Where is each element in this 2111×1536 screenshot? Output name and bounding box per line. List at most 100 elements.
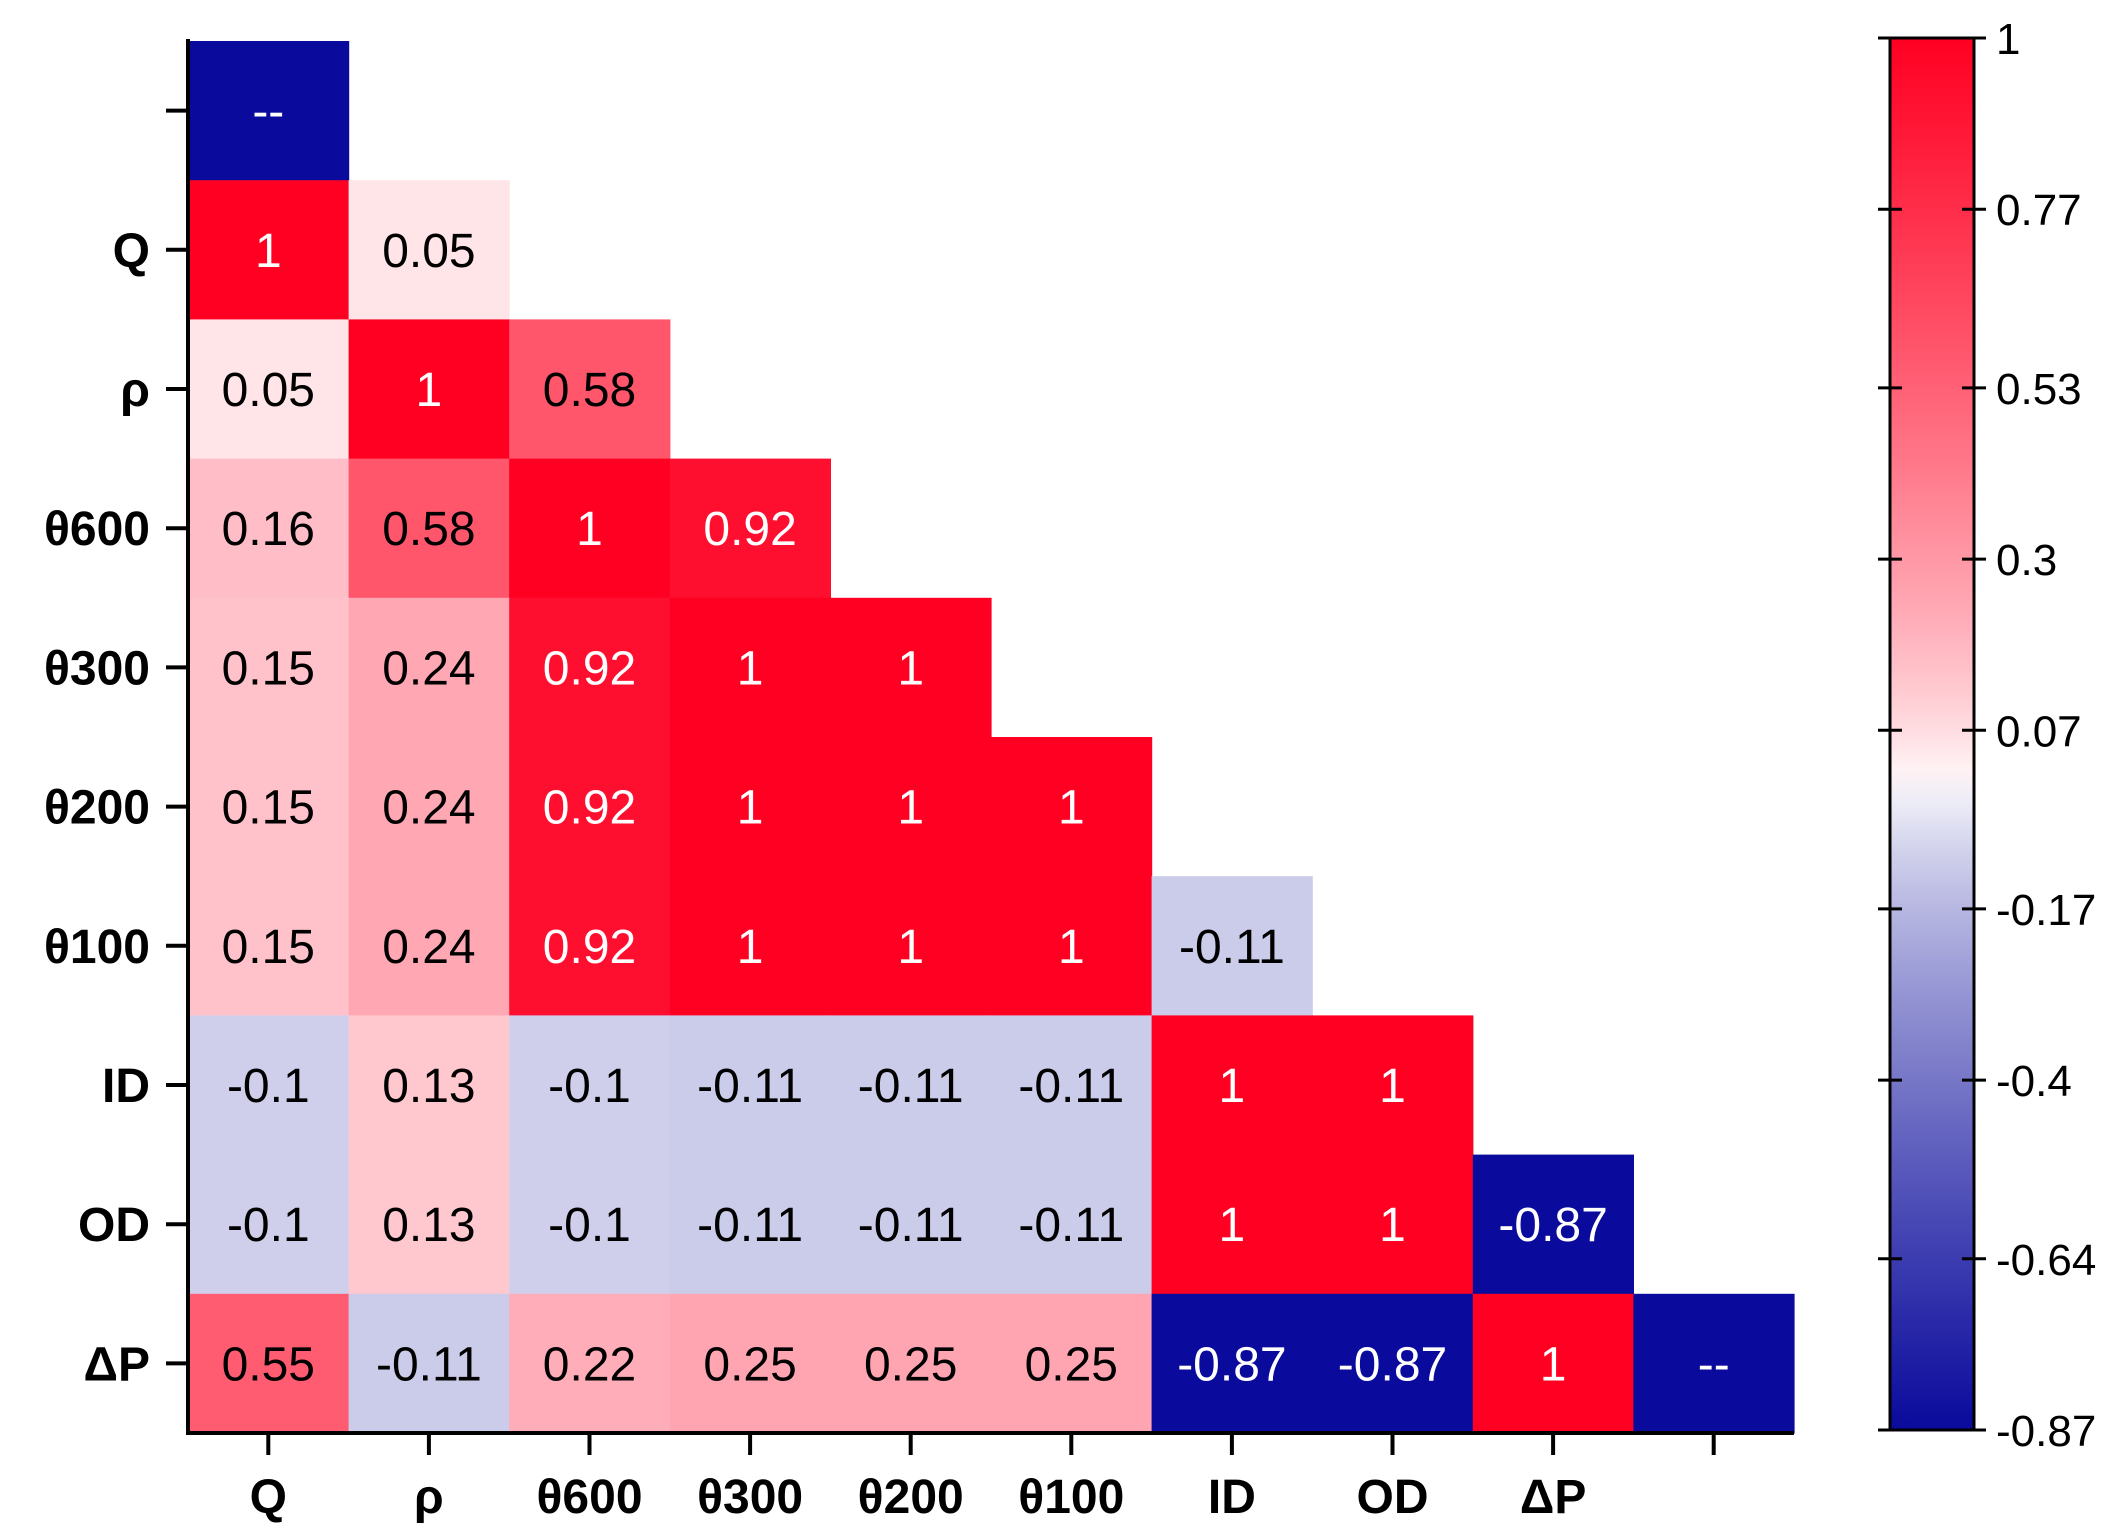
cell-value-label: 1 — [897, 642, 924, 695]
colorbar-tick-label: -0.87 — [1996, 1407, 2096, 1456]
column-label: ΔP — [1520, 1471, 1587, 1524]
heatmap-cell — [348, 180, 510, 320]
colorbar-tick-label: 1 — [1996, 15, 2020, 64]
heatmap-cell — [188, 1154, 350, 1295]
cell-value-label: 1 — [737, 921, 764, 974]
heatmap-cell — [348, 1154, 510, 1295]
cell-value-label: 0.15 — [222, 782, 315, 835]
heatmap-cell — [830, 1015, 992, 1156]
cell-value-label: 0.22 — [543, 1338, 636, 1391]
column-label: θ200 — [858, 1471, 964, 1524]
heatmap-cell — [188, 180, 350, 320]
cell-value-label: -0.11 — [1018, 1060, 1124, 1113]
heatmap-cell — [1312, 1154, 1474, 1295]
cell-value-label: -0.11 — [376, 1338, 482, 1391]
heatmap-cell — [1151, 876, 1313, 1016]
cell-value-label: 0.25 — [1025, 1338, 1118, 1391]
cell-value-label: -0.1 — [548, 1060, 631, 1113]
axes — [186, 39, 1794, 1435]
colorbar-tick-label: 0.3 — [1996, 536, 2057, 585]
heatmap-cell — [991, 876, 1153, 1016]
row-label: ΔP — [83, 1338, 150, 1391]
heatmap-cell — [348, 458, 510, 599]
cell-value-label: 1 — [1379, 1060, 1406, 1113]
row-label: θ300 — [44, 642, 150, 695]
heatmap-cell — [669, 1015, 831, 1156]
heatmap-cell — [830, 1154, 992, 1295]
heatmap-cell — [669, 1293, 831, 1434]
heatmap-cell — [1312, 1015, 1474, 1156]
column-label: θ600 — [536, 1471, 642, 1524]
heatmap-cell — [509, 1293, 671, 1434]
heatmap-cell — [1472, 1154, 1634, 1295]
heatmap-cell — [348, 319, 510, 460]
heatmap-cell — [991, 1154, 1153, 1295]
cell-value-label: -0.87 — [1338, 1338, 1447, 1391]
cell-value-label: 0.24 — [382, 921, 475, 974]
cell-value-label: 1 — [416, 364, 443, 417]
colorbar-tick-label: 0.77 — [1996, 186, 2082, 235]
colorbar-tick-label: 0.53 — [1996, 365, 2082, 414]
heatmap-cell — [188, 41, 350, 181]
row-label: θ600 — [44, 503, 150, 556]
cell-value-label: 1 — [1058, 921, 1085, 974]
colorbar-tick-label: -0.4 — [1996, 1057, 2072, 1106]
cell-value-label: 0.92 — [543, 642, 636, 695]
cell-value-label: 0.24 — [382, 642, 475, 695]
heatmap-cell — [509, 597, 671, 738]
cell-value-label: 1 — [897, 782, 924, 835]
column-label: ρ — [414, 1471, 444, 1524]
column-label: ID — [1208, 1471, 1256, 1524]
heatmap-cell — [1312, 1293, 1474, 1434]
cell-value-label: 1 — [255, 225, 282, 278]
cell-value-label: -0.1 — [227, 1060, 310, 1113]
cell-value-label: -0.11 — [697, 1060, 803, 1113]
heatmap-cell — [188, 876, 350, 1016]
heatmap-cell — [1633, 1293, 1795, 1434]
heatmap-cell — [509, 1015, 671, 1156]
cell-value-label: 0.15 — [222, 642, 315, 695]
cell-value-label: 0.05 — [222, 364, 315, 417]
cell-value-label: 0.58 — [543, 364, 636, 417]
cell-value-label: -- — [1698, 1338, 1730, 1391]
colorbar-tick-label: 0.07 — [1996, 707, 2082, 756]
cell-value-label: 0.05 — [382, 225, 475, 278]
cell-value-label: -0.11 — [1018, 1199, 1124, 1252]
cell-value-label: -0.87 — [1498, 1199, 1607, 1252]
cell-value-label: 0.55 — [222, 1338, 315, 1391]
cell-value-label: -0.11 — [858, 1060, 964, 1113]
heatmap-cell — [991, 737, 1153, 877]
heatmap-cell — [188, 1293, 350, 1434]
row-label: ρ — [120, 364, 150, 417]
cell-value-label: 0.92 — [543, 921, 636, 974]
heatmap-cell — [348, 1293, 510, 1434]
row-label: ID — [102, 1060, 150, 1113]
heatmap-cell — [991, 1293, 1153, 1434]
cell-value-label: 0.24 — [382, 782, 475, 835]
cell-value-label: 1 — [1540, 1338, 1567, 1391]
cell-value-label: 1 — [1219, 1199, 1246, 1252]
heatmap-cell — [188, 737, 350, 877]
cell-value-label: 0.15 — [222, 921, 315, 974]
column-label: θ300 — [697, 1471, 803, 1524]
heatmap-cell — [348, 737, 510, 877]
heatmap-cell — [669, 737, 831, 877]
column-label: Q — [250, 1471, 287, 1524]
cell-value-label: 1 — [1379, 1199, 1406, 1252]
cell-value-label: -0.11 — [858, 1199, 964, 1252]
cell-value-label: 0.16 — [222, 503, 315, 556]
row-label: θ100 — [44, 921, 150, 974]
row-label: OD — [78, 1199, 150, 1252]
cell-value-label: -0.87 — [1177, 1338, 1286, 1391]
heatmap-cell — [669, 876, 831, 1016]
colorbar-tick-label: -0.64 — [1996, 1236, 2096, 1285]
heatmap-cell — [991, 1015, 1153, 1156]
cell-value-label: -- — [252, 86, 284, 139]
heatmap-cell — [188, 1015, 350, 1156]
cell-value-label: 1 — [737, 642, 764, 695]
cell-value-label: 0.92 — [703, 503, 796, 556]
heatmap-cell — [1151, 1293, 1313, 1434]
heatmap-cell — [669, 1154, 831, 1295]
